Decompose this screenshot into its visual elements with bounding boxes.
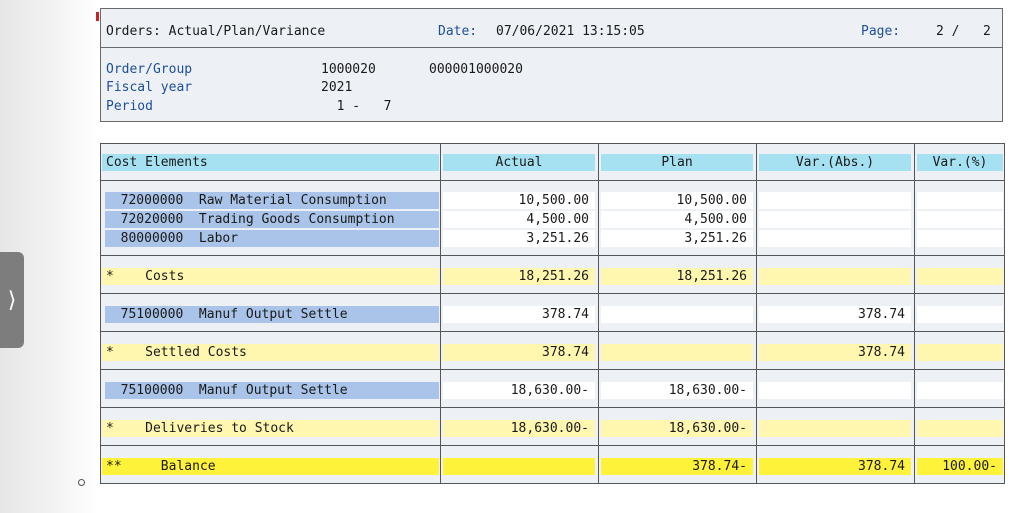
column-divider <box>756 144 757 483</box>
var-pct-cell <box>917 344 1003 361</box>
var-abs-cell: 378.74 <box>759 306 911 323</box>
field-label-period: Period <box>106 99 153 114</box>
actual-cell: 10,500.00 <box>443 192 595 209</box>
subtotal-label-cell: * Settled Costs <box>102 344 439 361</box>
field-value-fiscal-year: 2021 <box>321 80 353 95</box>
actual-cell: 4,500.00 <box>443 211 595 228</box>
var-pct-cell <box>917 192 1003 209</box>
header-divider <box>101 47 1002 48</box>
field-value-order-group-id: 000001000020 <box>429 62 523 77</box>
var-abs-cell <box>759 211 911 228</box>
report-title: Orders: Actual/Plan/Variance <box>106 24 326 39</box>
plan-cell: 18,630.00- <box>601 420 753 437</box>
plan-cell: 3,251.26 <box>601 230 753 247</box>
var-pct-cell: 100.00- <box>917 458 1003 475</box>
cost-element-cell: 75100000 Manuf Output Settle <box>105 382 439 399</box>
column-header-var-pct: Var.(%) <box>917 154 1003 171</box>
balance-label-cell: ** Balance <box>102 458 439 475</box>
row-divider <box>101 407 1005 408</box>
side-panel-toggle[interactable]: ⟩ <box>0 252 24 348</box>
var-abs-cell <box>759 420 911 437</box>
subtotal-label-cell: * Costs <box>102 268 439 285</box>
cost-element-cell: 72000000 Raw Material Consumption <box>105 192 439 209</box>
plan-cell: 378.74- <box>601 458 753 475</box>
plan-cell: 10,500.00 <box>601 192 753 209</box>
column-divider <box>1004 144 1005 483</box>
page-value: 2 / 2 <box>936 24 991 39</box>
actual-cell: 18,630.00- <box>443 420 595 437</box>
bullet-marker <box>78 479 85 486</box>
column-header-actual: Actual <box>443 154 595 171</box>
subtotal-label-cell: * Deliveries to Stock <box>102 420 439 437</box>
column-header-plan: Plan <box>601 154 753 171</box>
var-pct-cell <box>917 268 1003 285</box>
plan-cell: 18,251.26 <box>601 268 753 285</box>
var-pct-cell <box>917 230 1003 247</box>
plan-cell <box>601 344 753 361</box>
red-marker <box>96 12 99 21</box>
cost-element-cell: 72020000 Trading Goods Consumption <box>105 211 439 228</box>
row-divider <box>101 369 1005 370</box>
report-header: Orders: Actual/Plan/Variance Date: 07/06… <box>100 8 1003 122</box>
actual-cell: 18,630.00- <box>443 382 595 399</box>
date-label: Date: <box>438 24 478 39</box>
var-abs-cell <box>759 382 911 399</box>
cost-element-cell: 75100000 Manuf Output Settle <box>105 306 439 323</box>
actual-cell: 378.74 <box>443 344 595 361</box>
column-divider <box>598 144 599 483</box>
column-divider <box>914 144 915 483</box>
var-abs-cell <box>759 192 911 209</box>
var-pct-cell <box>917 306 1003 323</box>
var-pct-cell <box>917 420 1003 437</box>
actual-cell <box>443 458 595 475</box>
date-value: 07/06/2021 13:15:05 <box>496 24 645 39</box>
field-label-order-group: Order/Group <box>106 62 193 77</box>
row-divider <box>101 445 1005 446</box>
plan-cell: 18,630.00- <box>601 382 753 399</box>
chevron-right-icon: ⟩ <box>7 287 17 313</box>
row-divider <box>101 293 1005 294</box>
row-divider <box>101 331 1005 332</box>
var-pct-cell <box>917 211 1003 228</box>
column-header-var-abs: Var.(Abs.) <box>759 154 911 171</box>
row-divider <box>101 255 1005 256</box>
report-table: Cost Elements Actual Plan Var.(Abs.) Var… <box>100 143 1005 484</box>
var-abs-cell <box>759 268 911 285</box>
page-label: Page: <box>861 24 901 39</box>
var-abs-cell: 378.74 <box>759 344 911 361</box>
actual-cell: 18,251.26 <box>443 268 595 285</box>
var-abs-cell <box>759 230 911 247</box>
actual-cell: 378.74 <box>443 306 595 323</box>
field-label-fiscal-year: Fiscal year <box>106 80 193 95</box>
plan-cell <box>601 306 753 323</box>
column-divider <box>440 144 441 483</box>
plan-cell: 4,500.00 <box>601 211 753 228</box>
column-header-cost-elements: Cost Elements <box>102 154 439 171</box>
var-pct-cell <box>917 382 1003 399</box>
row-divider <box>101 180 1005 181</box>
field-value-period: 1 - 7 <box>321 99 392 114</box>
actual-cell: 3,251.26 <box>443 230 595 247</box>
field-value-order-group: 1000020 <box>321 62 376 77</box>
cost-element-cell: 80000000 Labor <box>105 230 439 247</box>
var-abs-cell: 378.74 <box>759 458 911 475</box>
